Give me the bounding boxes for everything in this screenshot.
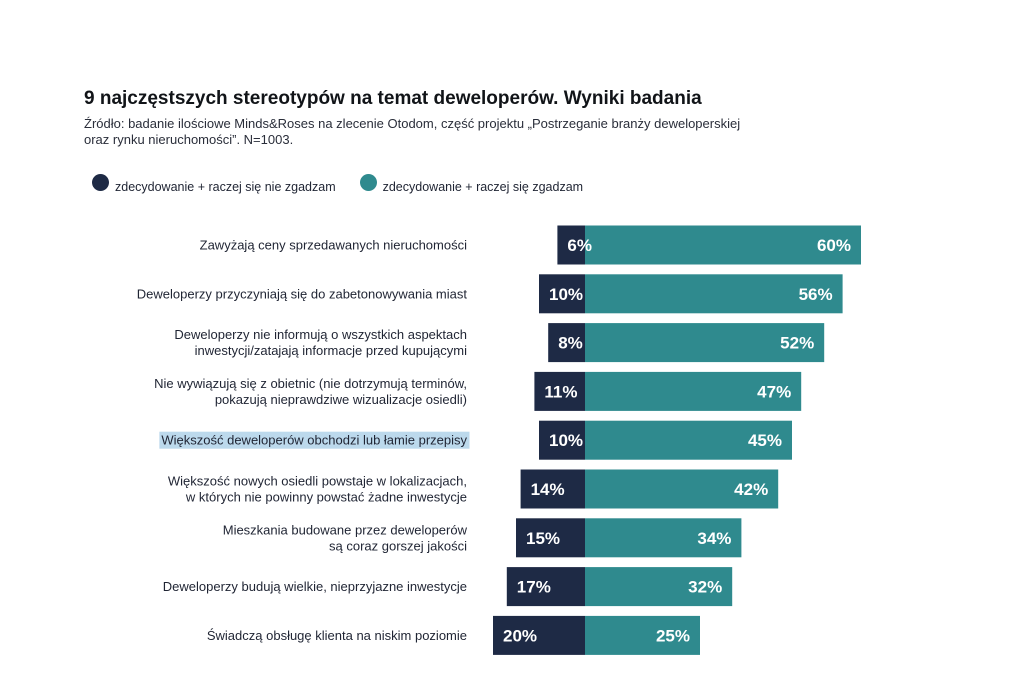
value-label-agree: 52%	[780, 334, 814, 353]
category-label: Deweloperzy przyczyniają się do zabetono…	[137, 286, 468, 301]
bar-agree	[585, 469, 779, 509]
value-label-agree: 47%	[757, 382, 791, 401]
bar-agree	[585, 274, 843, 314]
value-label-disagree: 8%	[558, 334, 583, 353]
value-label-agree: 25%	[656, 626, 690, 645]
bar-disagree	[516, 518, 585, 558]
chart-title: 9 najczęstszych stereotypów na temat dew…	[84, 88, 702, 109]
bar-disagree	[534, 371, 585, 411]
bar-agree	[585, 420, 792, 460]
legend-swatch-disagree	[92, 174, 109, 191]
value-label-agree: 60%	[817, 236, 851, 255]
legend-label-disagree: zdecydowanie + raczej się nie zgadzam	[115, 180, 336, 194]
category-label: inwestycji/zatajają informacje przed kup…	[195, 343, 468, 358]
value-label-disagree: 14%	[531, 480, 565, 499]
bar-agree	[585, 371, 802, 411]
bar-agree	[585, 225, 861, 265]
bar-agree	[585, 518, 742, 558]
category-label: Większość nowych osiedli powstaje w loka…	[168, 474, 467, 489]
category-label: w których nie powinny powstać żadne inwe…	[185, 490, 467, 505]
chart-legend: zdecydowanie + raczej się nie zgadzam zd…	[92, 174, 607, 194]
subtitle-line-1: Źródło: badanie ilościowe Minds&Roses na…	[84, 116, 741, 131]
value-label-disagree: 6%	[567, 236, 592, 255]
subtitle-line-2: oraz rynku nieruchomości”. N=1003.	[84, 132, 294, 147]
category-label: są coraz gorszej jakości	[329, 538, 467, 553]
bar-disagree	[506, 567, 585, 607]
bar-disagree	[539, 420, 585, 460]
value-label-agree: 42%	[734, 480, 768, 499]
chart-subtitle: Źródło: badanie ilościowe Minds&Roses na…	[84, 116, 864, 148]
bar-disagree	[548, 323, 585, 363]
bar-disagree	[520, 469, 585, 509]
bar-disagree	[557, 225, 585, 265]
category-label: Większość deweloperów obchodzi lub łamie…	[161, 433, 467, 448]
category-label: Deweloperzy nie informują o wszystkich a…	[174, 327, 467, 342]
category-label: Zawyżają ceny sprzedawanych nieruchomośc…	[200, 238, 467, 253]
category-label: Świadczą obsługę klienta na niskim pozio…	[207, 628, 467, 643]
value-label-disagree: 10%	[549, 431, 583, 450]
value-label-disagree: 15%	[526, 529, 560, 548]
bar-agree	[585, 323, 825, 363]
legend-item-disagree: zdecydowanie + raczej się nie zgadzam	[92, 174, 336, 194]
bar-agree	[585, 567, 733, 607]
bar-disagree	[493, 615, 585, 655]
legend-swatch-agree	[359, 174, 377, 191]
value-label-agree: 45%	[748, 431, 782, 450]
bar-disagree	[539, 274, 585, 314]
category-label-highlight	[159, 431, 470, 449]
value-label-disagree: 17%	[517, 578, 551, 597]
legend-item-agree: zdecydowanie + raczej się zgadzam	[359, 174, 584, 194]
category-label: Deweloperzy budują wielkie, nieprzyjazne…	[163, 579, 467, 594]
value-label-agree: 56%	[799, 285, 833, 304]
category-label: Nie wywiązują się z obietnic (nie dotrzy…	[154, 376, 467, 391]
category-label: Mieszkania budowane przez deweloperów	[223, 522, 468, 537]
value-label-disagree: 11%	[544, 382, 577, 401]
legend-label-agree: zdecydowanie + raczej się zgadzam	[382, 180, 584, 194]
value-label-agree: 32%	[688, 578, 722, 597]
category-label: pokazują nieprawdziwe wizualizacje osied…	[215, 392, 467, 407]
value-label-disagree: 10%	[549, 285, 583, 304]
value-label-agree: 34%	[697, 529, 731, 548]
value-label-disagree: 20%	[503, 626, 537, 645]
bar-agree	[585, 615, 700, 655]
